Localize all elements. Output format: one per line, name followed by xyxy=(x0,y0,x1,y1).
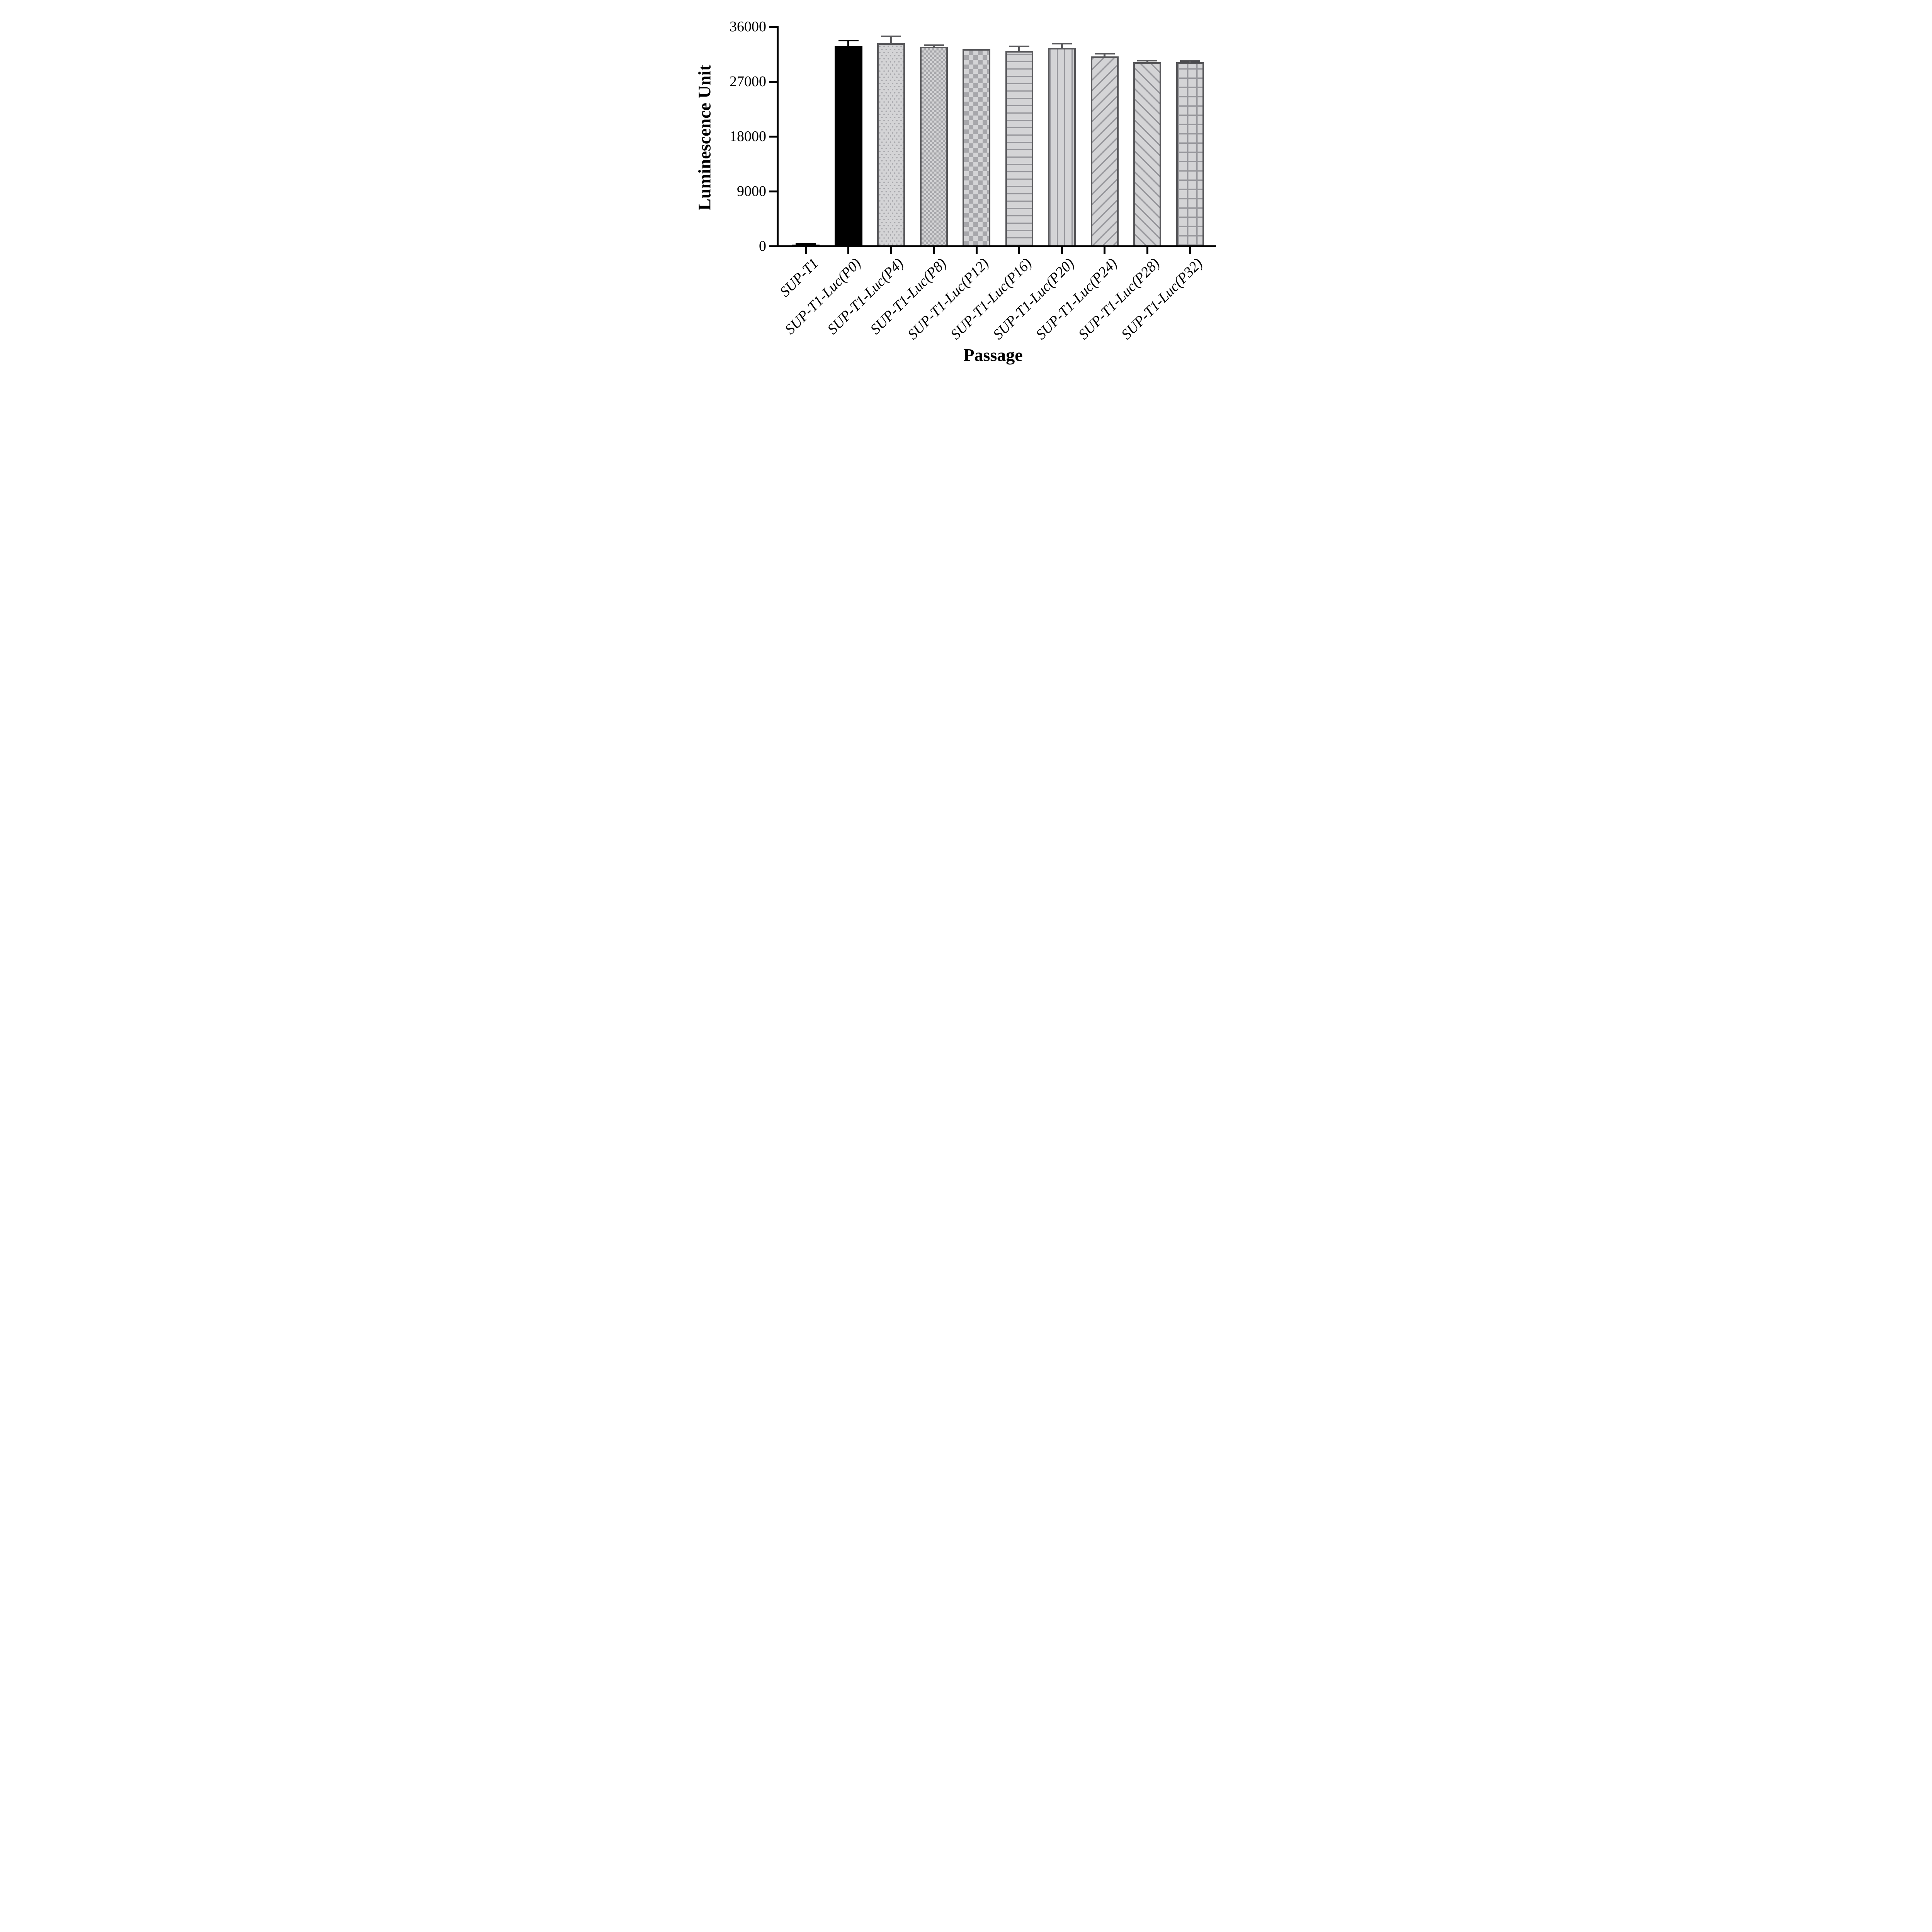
error-bar-cap xyxy=(1180,60,1200,62)
bar-SUP-T1-Luc(P4) xyxy=(877,43,905,247)
y-tick-label: 9000 xyxy=(737,183,766,199)
bar-SUP-T1-Luc(P32) xyxy=(1176,62,1204,247)
error-bar-cap xyxy=(923,44,944,46)
x-tick-label: SUP-T1-Luc(P32) xyxy=(1118,255,1206,343)
y-tick xyxy=(769,245,777,247)
error-bar-cap xyxy=(881,36,901,37)
x-tick xyxy=(1018,247,1020,254)
error-bar-cap xyxy=(1094,53,1115,55)
y-tick xyxy=(769,190,777,192)
y-tick xyxy=(769,135,777,138)
x-tick xyxy=(804,247,807,254)
error-bar-stem xyxy=(1104,54,1105,59)
y-tick-label: 0 xyxy=(759,238,766,254)
bar-SUP-T1-Luc(P0) xyxy=(834,46,862,247)
error-bar-stem xyxy=(890,36,892,46)
error-bar-stem xyxy=(847,40,849,49)
bar-SUP-T1-Luc(P24) xyxy=(1090,56,1119,247)
x-tick xyxy=(1146,247,1148,254)
bar-SUP-T1-Luc(P28) xyxy=(1133,62,1161,247)
error-bar-stem xyxy=(1061,44,1063,51)
y-tick xyxy=(769,26,777,28)
error-bar-cap xyxy=(838,39,859,41)
error-bar-stem xyxy=(1018,46,1020,54)
error-bar-cap xyxy=(1009,46,1029,48)
x-tick xyxy=(1104,247,1105,254)
x-tick-label: SUP-T1-Luc(P12) xyxy=(905,255,992,343)
x-tick-label: SUP-T1-Luc(P28) xyxy=(1075,255,1163,343)
y-tick-label: 27000 xyxy=(730,73,766,90)
x-axis-line xyxy=(770,245,1216,247)
x-tick-label: SUP-T1-Luc(P20) xyxy=(990,255,1078,343)
x-tick xyxy=(975,247,978,254)
error-bar-cap xyxy=(1137,60,1157,61)
x-axis-title: Passage xyxy=(963,345,1023,365)
y-tick-label: 36000 xyxy=(730,19,766,35)
bar-SUP-T1-Luc(P20) xyxy=(1048,48,1076,247)
y-tick xyxy=(769,80,777,83)
error-bar-cap xyxy=(1052,43,1072,45)
error-bar-cap xyxy=(796,243,816,245)
bar-SUP-T1-Luc(P8) xyxy=(920,47,948,247)
x-tick-label: SUP-T1-Luc(P0) xyxy=(782,255,864,338)
x-tick-label: SUP-T1-Luc(P8) xyxy=(867,255,950,338)
bar-chart-luminescence-vs-passage: Luminescence Unit Passage SUP-T1 SUP-T1-L… xyxy=(690,0,1242,387)
bar-SUP-T1-Luc(P16) xyxy=(1005,51,1033,247)
x-tick xyxy=(890,247,892,254)
y-tick-label: 18000 xyxy=(730,128,766,145)
x-tick xyxy=(933,247,935,254)
x-tick-label: SUP-T1-Luc(P4) xyxy=(824,255,907,338)
bar-SUP-T1-Luc(P12) xyxy=(963,49,990,247)
x-tick xyxy=(847,247,849,254)
x-tick xyxy=(1189,247,1191,254)
x-tick xyxy=(1061,247,1063,254)
y-axis-line xyxy=(776,26,779,247)
